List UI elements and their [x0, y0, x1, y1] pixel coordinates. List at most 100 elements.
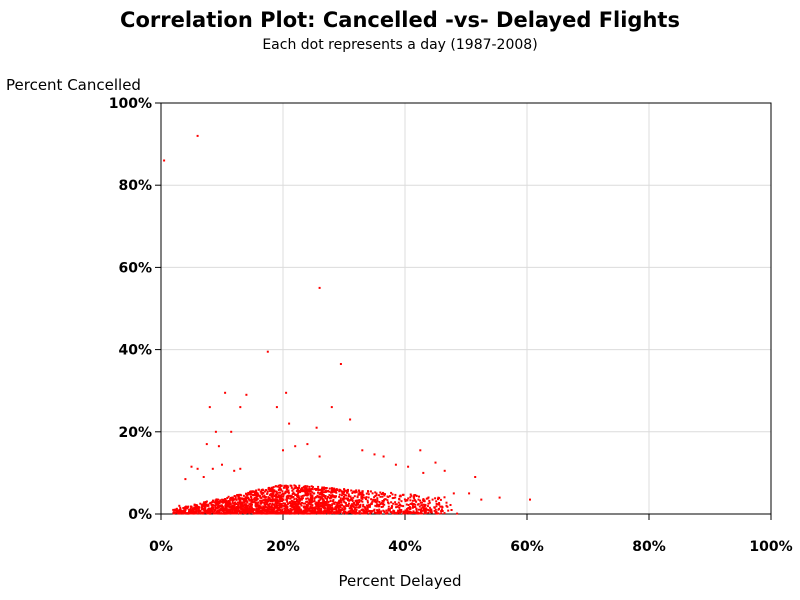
- cloud-point: [355, 491, 358, 494]
- cloud-point: [296, 493, 299, 496]
- cloud-point: [295, 499, 298, 501]
- cloud-point: [203, 510, 206, 512]
- cloud-point: [289, 504, 292, 507]
- cloud-point: [397, 501, 400, 504]
- cloud-point: [269, 489, 272, 492]
- x-tick-label: 60%: [510, 539, 544, 555]
- cloud-point: [375, 500, 377, 503]
- cloud-point: [271, 488, 274, 490]
- cloud-point: [249, 502, 252, 505]
- cloud-point: [430, 511, 433, 514]
- cloud-point: [441, 510, 444, 512]
- cloud-point: [193, 508, 196, 511]
- cloud-point: [394, 501, 397, 504]
- cloud-point: [391, 512, 394, 515]
- cloud-point: [275, 512, 278, 515]
- cloud-point: [248, 508, 250, 511]
- cloud-point: [264, 506, 267, 509]
- cloud-point: [249, 493, 252, 496]
- cloud-point: [268, 499, 271, 502]
- cloud-point: [401, 493, 404, 496]
- outlier-point: [318, 455, 321, 458]
- cloud-point: [294, 504, 297, 507]
- cloud-point: [385, 509, 388, 512]
- cloud-point: [234, 508, 236, 511]
- cloud-point: [323, 491, 326, 494]
- cloud-point: [269, 488, 272, 491]
- cloud-point: [321, 486, 324, 489]
- cloud-point: [224, 505, 227, 507]
- cloud-point: [270, 505, 273, 508]
- cloud-point: [419, 499, 422, 502]
- cloud-point: [287, 494, 290, 497]
- cloud-point: [274, 495, 277, 498]
- outlier-point: [339, 363, 342, 365]
- cloud-point: [324, 495, 327, 498]
- cloud-point: [335, 506, 338, 509]
- cloud-point: [188, 508, 191, 511]
- cloud-point: [339, 504, 342, 507]
- cloud-point: [335, 507, 337, 510]
- cloud-point: [214, 500, 217, 503]
- cloud-point: [211, 506, 214, 509]
- cloud-point: [198, 512, 201, 515]
- cloud-point: [355, 499, 358, 502]
- cloud-point: [188, 512, 191, 515]
- cloud-point: [277, 489, 280, 491]
- cloud-point: [192, 512, 195, 515]
- cloud-point: [257, 501, 260, 504]
- cloud-point: [428, 499, 431, 502]
- cloud-point: [342, 512, 344, 515]
- cloud-point: [337, 504, 340, 507]
- cloud-point: [349, 495, 352, 498]
- cloud-point: [237, 497, 240, 500]
- cloud-point: [254, 504, 257, 507]
- cloud-point: [226, 505, 229, 508]
- cloud-point: [328, 490, 331, 493]
- cloud-point: [392, 502, 395, 505]
- cloud-point: [342, 493, 345, 496]
- cloud-point: [303, 505, 306, 508]
- outlier-point: [208, 406, 211, 409]
- cloud-point: [309, 510, 312, 513]
- cloud-point: [256, 509, 258, 512]
- cloud-point: [322, 491, 325, 494]
- cloud-point: [420, 511, 422, 514]
- cloud-point: [226, 497, 229, 499]
- cloud-point: [306, 491, 309, 494]
- cloud-point: [192, 509, 195, 512]
- cloud-point: [264, 489, 267, 492]
- cloud-point: [386, 495, 389, 498]
- cloud-point: [254, 496, 257, 499]
- outlier-point: [202, 476, 205, 478]
- outlier-point: [285, 391, 288, 394]
- cloud-point: [347, 493, 350, 496]
- cloud-point: [350, 511, 353, 514]
- cloud-point: [285, 487, 288, 489]
- cloud-point: [309, 500, 312, 503]
- cloud-point: [242, 509, 245, 512]
- cloud-point: [337, 507, 340, 510]
- cloud-point: [326, 506, 329, 509]
- cloud-point: [387, 505, 390, 508]
- cloud-point: [268, 505, 271, 508]
- cloud-point: [301, 497, 304, 500]
- cloud-point: [279, 484, 282, 487]
- cloud-point: [415, 495, 418, 497]
- cloud-point: [294, 501, 297, 504]
- cloud-point: [406, 510, 409, 513]
- cloud-point: [377, 505, 380, 508]
- cloud-point: [267, 488, 270, 491]
- outlier-point: [382, 455, 385, 458]
- cloud-point: [315, 501, 318, 504]
- cloud-point: [293, 492, 296, 495]
- cloud-point: [394, 493, 397, 496]
- outlier-point: [373, 453, 376, 456]
- cloud-point: [412, 503, 415, 505]
- cloud-point: [330, 494, 332, 497]
- cloud-point: [436, 503, 439, 506]
- cloud-point: [321, 501, 324, 504]
- cloud-point: [371, 510, 373, 513]
- cloud-point: [174, 508, 177, 511]
- cloud-point: [325, 502, 328, 505]
